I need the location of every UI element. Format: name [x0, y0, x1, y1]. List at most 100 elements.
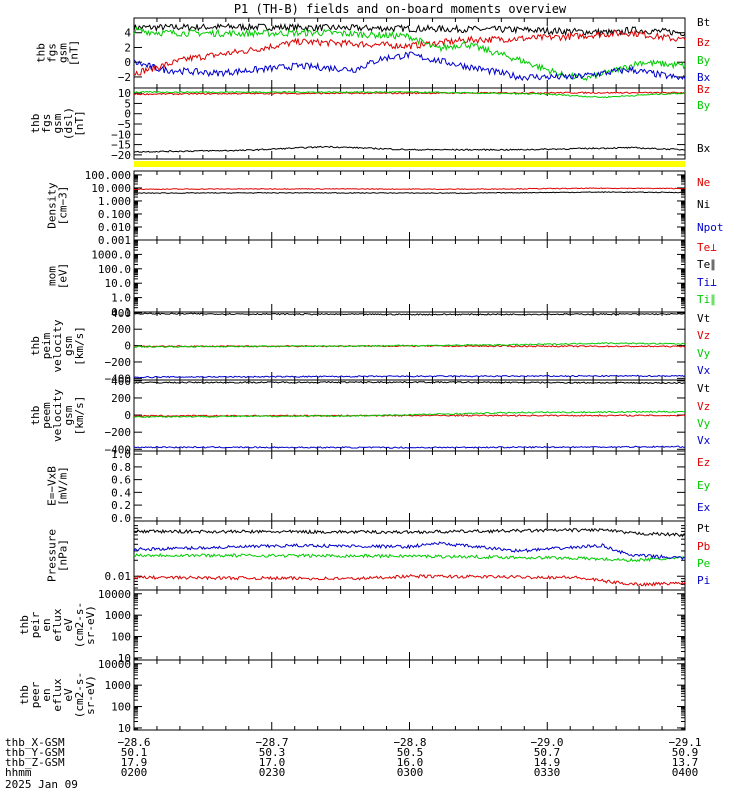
axis-table-value: 13.7	[672, 756, 699, 769]
legend-Ez: Ez	[697, 456, 710, 469]
y-tick-label: 0	[124, 409, 131, 422]
y-tick-label: −400	[105, 372, 132, 385]
chart-title: P1 (TH-B) fields and on-board moments ov…	[234, 2, 567, 16]
y-tick-label: 0.100	[98, 208, 131, 221]
y-tick-label: −200	[105, 356, 132, 369]
legend-Vy: Vy	[697, 417, 711, 430]
series-line-Vx	[133, 374, 686, 379]
legend-Ne: Ne	[697, 176, 710, 189]
axis-table-value: 0330	[534, 766, 561, 779]
y-tick-label: 1.0	[111, 292, 131, 305]
legend-Ni: Ni	[697, 198, 710, 211]
axis-table-value: −29.1	[668, 736, 701, 749]
axis-table-value: 50.1	[121, 746, 148, 759]
axis-table-value: 50.5	[397, 746, 424, 759]
y-axis-label: [mV/m]	[57, 466, 70, 506]
axis-table-value: 50.3	[259, 746, 286, 759]
y-tick-label: 0.8	[111, 461, 131, 474]
series-line-Vy	[133, 342, 686, 349]
y-axis-label: velocity	[51, 389, 64, 442]
y-tick-label: 1000.0	[91, 248, 131, 261]
panel-7-frame	[133, 450, 686, 522]
legend-Te∥: Te∥	[697, 258, 716, 271]
legend-Bx: Bx	[697, 71, 711, 84]
y-tick-label: 200	[111, 392, 131, 405]
axis-table-value: 16.0	[397, 756, 424, 769]
series-line-Pe	[133, 552, 686, 563]
legend-Vy: Vy	[697, 347, 711, 360]
legend-Vz: Vz	[697, 329, 710, 342]
axis-table-value: 17.9	[121, 756, 148, 769]
y-tick-label: 400	[111, 307, 131, 320]
legend-Te⊥: Te⊥	[697, 241, 717, 254]
series-line-Ne	[133, 187, 686, 191]
legend-Bx: Bx	[697, 142, 711, 155]
y-tick-label: 10	[118, 652, 131, 665]
y-tick-label: −20	[111, 149, 131, 162]
axis-table-value: −28.6	[117, 736, 150, 749]
series-line-Pt	[133, 527, 686, 538]
y-axis-label: thb	[18, 685, 31, 705]
panel-4-frame	[133, 239, 686, 313]
series-line-Vt	[133, 380, 686, 385]
y-tick-label: 200	[111, 323, 131, 336]
quality-flag-bar	[134, 161, 685, 167]
y-tick-label: 100	[111, 701, 131, 714]
y-tick-label: −5	[118, 118, 131, 131]
y-axis-label: fgs	[46, 43, 59, 63]
y-axis-label: mom	[46, 266, 59, 286]
y-tick-label: 1.0	[111, 448, 131, 461]
legend-Ti∥: Ti∥	[697, 293, 716, 306]
axis-table-value: 50.7	[534, 746, 561, 759]
legend-Ey: Ey	[697, 479, 711, 492]
y-tick-label: 0.2	[111, 499, 131, 512]
y-axis-label: eflux	[51, 608, 64, 641]
y-tick-label: 10	[118, 87, 131, 100]
axis-table-value: 0230	[259, 766, 286, 779]
legend-Vt: Vt	[697, 312, 710, 325]
y-axis-label: Density	[46, 182, 59, 229]
y-axis-label: thb	[29, 406, 42, 426]
y-axis-label: peim	[40, 332, 53, 359]
series-line-By	[133, 90, 686, 99]
y-axis-label: thb	[35, 43, 48, 63]
axis-table-value: 0400	[672, 766, 699, 779]
y-tick-label: 0.6	[111, 474, 131, 487]
y-tick-label: 10.0	[105, 277, 132, 290]
y-tick-label: 0.001	[98, 234, 131, 247]
y-axis-label: peem	[40, 402, 53, 429]
y-axis-label: (cm2-s-	[73, 602, 86, 648]
y-tick-label: 10000	[98, 588, 131, 601]
y-axis-label: sr-eV)	[84, 675, 97, 715]
y-axis-label: thb	[29, 114, 42, 134]
y-tick-label: 0	[124, 56, 131, 69]
y-axis-label: E=−VxB	[46, 466, 59, 506]
legend-Npot: Npot	[697, 221, 724, 234]
y-tick-label: −400	[105, 443, 132, 456]
y-axis-label: (dsl)	[62, 107, 75, 140]
panel-10-frame	[133, 659, 686, 731]
y-axis-label: en	[40, 618, 53, 631]
axis-table-value: 50.9	[672, 746, 699, 759]
legend-Pi: Pi	[697, 574, 710, 587]
axis-table-value: −28.7	[255, 736, 288, 749]
series-line-Bz	[133, 29, 686, 76]
y-tick-label: 5	[124, 97, 131, 110]
legend-Ex: Ex	[697, 501, 711, 514]
y-tick-label: 0	[124, 340, 131, 353]
y-tick-label: 4	[124, 27, 131, 40]
y-tick-label: 2	[124, 41, 131, 54]
y-tick-label: 400	[111, 375, 131, 388]
y-axis-label: [nPa]	[57, 539, 70, 572]
axis-table-date: 2025 Jan 09	[5, 778, 78, 791]
series-line-Pi	[133, 541, 686, 561]
y-axis-label: en	[40, 688, 53, 701]
y-axis-label: (cm2-s-	[73, 672, 86, 718]
y-tick-label: −15	[111, 139, 131, 152]
y-tick-label: 0.4	[111, 486, 131, 499]
series-line-Vz	[133, 414, 686, 418]
y-axis-label: gsm	[51, 113, 64, 133]
series-line-Vt	[133, 312, 686, 316]
y-axis-label: gsm	[62, 336, 75, 356]
axis-table-value: −28.8	[393, 736, 426, 749]
